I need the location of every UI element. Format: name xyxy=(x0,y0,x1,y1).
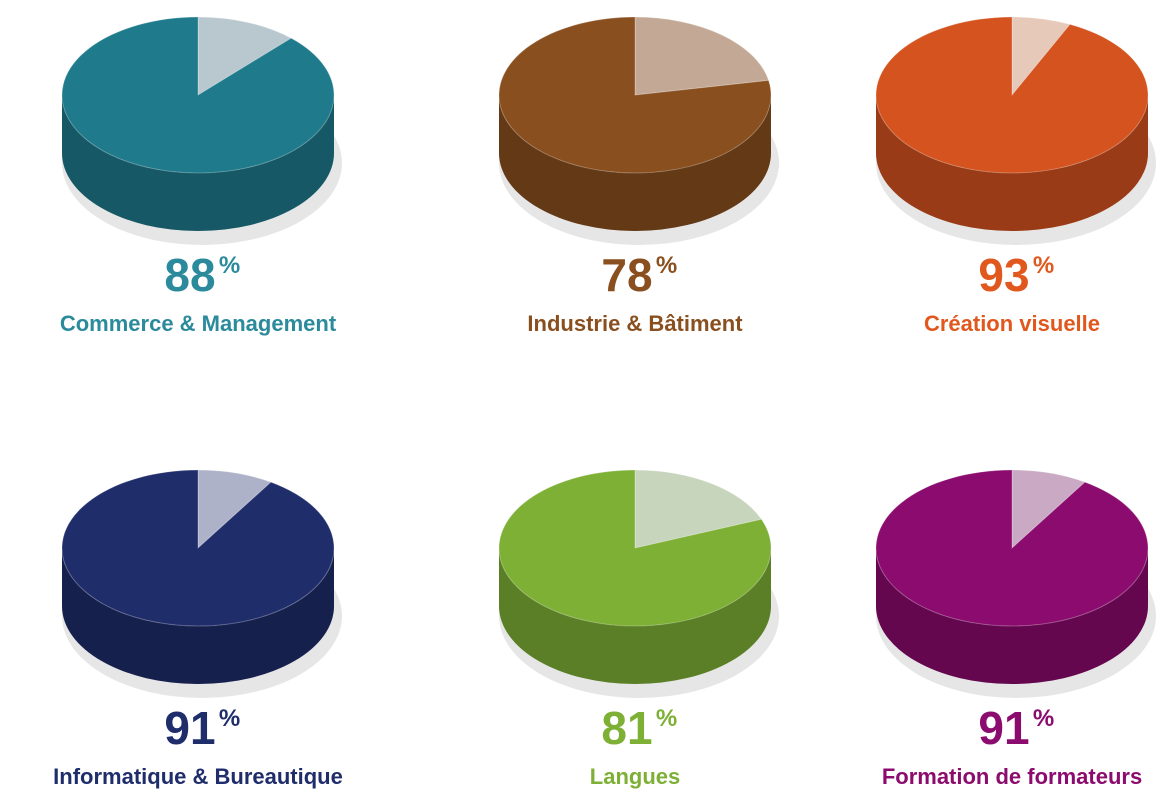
pie-side-shade xyxy=(499,548,771,684)
pie-slice xyxy=(875,16,1149,174)
value-label: 81 xyxy=(601,702,652,754)
pie-chart: 91 % Informatique & Bureautique xyxy=(53,469,343,789)
pie-slice xyxy=(498,16,772,174)
value-label: 93 xyxy=(978,249,1029,301)
pie-slice xyxy=(197,469,272,550)
pie-side-shade xyxy=(876,548,1148,684)
pie-chart: 81 % Langues xyxy=(498,469,779,789)
pie-chart: 91 % Formation de formateurs xyxy=(875,469,1156,789)
pie-side xyxy=(62,95,334,231)
pie-slice xyxy=(875,469,1149,627)
pie-side xyxy=(876,95,1148,231)
pie-side xyxy=(62,548,334,684)
value-unit: % xyxy=(1033,252,1054,279)
pie-slice xyxy=(498,469,772,627)
value-label: 91 xyxy=(978,702,1029,754)
pie-side xyxy=(499,95,771,231)
value-label: 91 xyxy=(164,702,215,754)
pie-side xyxy=(499,548,771,684)
pie-slice xyxy=(61,469,335,627)
value-unit: % xyxy=(656,252,677,279)
category-label: Formation de formateurs xyxy=(882,764,1142,789)
value-label: 78 xyxy=(601,249,652,301)
category-label: Création visuelle xyxy=(924,311,1100,336)
pie-slice xyxy=(634,16,770,96)
pie-side-shade xyxy=(499,95,771,231)
category-label: Commerce & Management xyxy=(60,311,337,336)
value-unit: % xyxy=(219,705,240,732)
pie-slice xyxy=(1011,469,1086,550)
pie-chart: 93 % Création visuelle xyxy=(875,16,1156,336)
pie-chart: 88 % Commerce & Management xyxy=(60,16,342,336)
pie-side-shade xyxy=(876,95,1148,231)
category-label: Langues xyxy=(590,764,680,789)
value-label: 88 xyxy=(164,249,215,301)
category-label: Informatique & Bureautique xyxy=(53,764,343,789)
pie-slice xyxy=(634,469,763,549)
pie-side xyxy=(876,548,1148,684)
pie-slice xyxy=(197,16,293,96)
value-unit: % xyxy=(219,252,240,279)
pie-chart: 78 % Industrie & Bâtiment xyxy=(498,16,779,336)
value-unit: % xyxy=(656,705,677,732)
pie-side-shade xyxy=(62,548,334,684)
pie-slice xyxy=(61,16,335,174)
pie-side-shade xyxy=(62,95,334,231)
value-unit: % xyxy=(1033,705,1054,732)
category-label: Industrie & Bâtiment xyxy=(527,311,743,336)
pie-slice xyxy=(1011,16,1071,97)
